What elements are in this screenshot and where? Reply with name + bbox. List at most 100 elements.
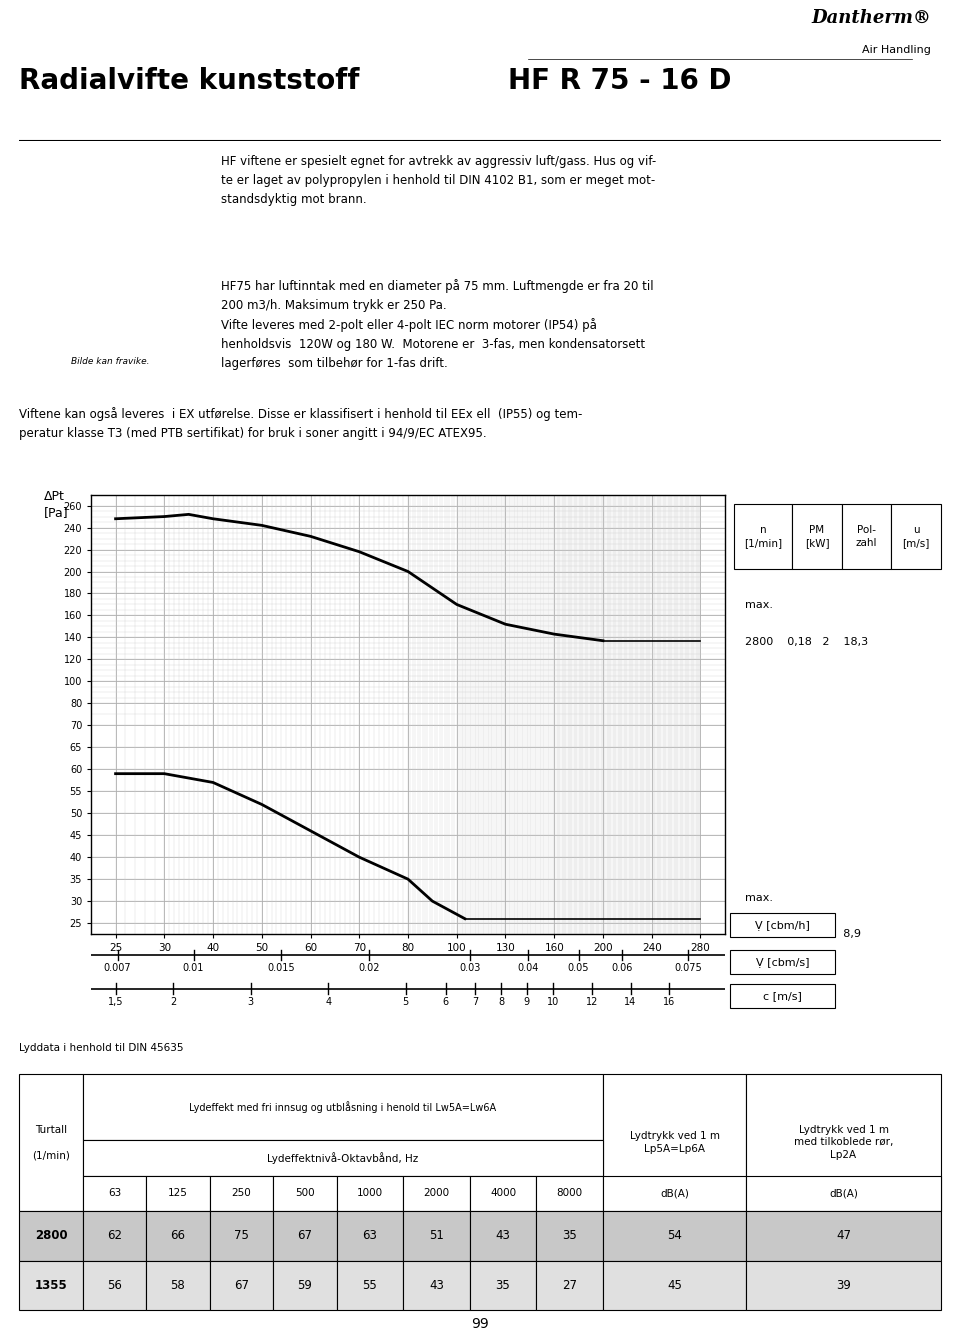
Text: 1000: 1000 — [357, 1188, 383, 1199]
Bar — [19, 1211, 83, 1261]
Text: Air Handling: Air Handling — [862, 46, 931, 55]
Text: 8000: 8000 — [557, 1188, 583, 1199]
Text: 3: 3 — [248, 997, 253, 1007]
Text: 56: 56 — [107, 1279, 122, 1292]
Bar — [19, 1261, 83, 1310]
Text: max.: max. — [745, 601, 773, 610]
Text: Lydtrykk ved 1 m
Lp5A=Lp6A: Lydtrykk ved 1 m Lp5A=Lp6A — [630, 1132, 720, 1154]
Bar — [842, 504, 891, 569]
Bar — [537, 1176, 603, 1211]
Text: Ṿ [cbm/h]: Ṿ [cbm/h] — [755, 919, 810, 930]
Text: 45: 45 — [667, 1279, 682, 1292]
Text: Bilde kan fravike.: Bilde kan fravike. — [71, 358, 150, 366]
Text: u
[m/s]: u [m/s] — [902, 526, 929, 547]
Text: 47: 47 — [836, 1230, 851, 1242]
Text: 51: 51 — [429, 1230, 444, 1242]
Bar — [891, 504, 941, 569]
Bar — [403, 1211, 469, 1261]
Text: Lyddata i henhold til DIN 45635: Lyddata i henhold til DIN 45635 — [19, 1043, 183, 1054]
Text: 54: 54 — [667, 1230, 682, 1242]
Bar — [83, 1140, 603, 1176]
Text: 14: 14 — [624, 997, 636, 1007]
Text: 63: 63 — [108, 1188, 121, 1199]
Text: 59: 59 — [298, 1279, 312, 1292]
Bar — [403, 1176, 469, 1211]
Bar — [274, 1176, 337, 1211]
Bar — [146, 1261, 209, 1310]
Bar — [146, 1211, 209, 1261]
Bar — [83, 1211, 146, 1261]
Text: 2800    0,18   2    18,3: 2800 0,18 2 18,3 — [745, 637, 869, 646]
Text: 6: 6 — [443, 997, 448, 1007]
Text: dB(A): dB(A) — [660, 1188, 689, 1199]
Text: 0.04: 0.04 — [517, 964, 539, 973]
Text: Lydeffektnivå-Oktavbånd, Hz: Lydeffektnivå-Oktavbånd, Hz — [267, 1152, 419, 1164]
Text: HF R 75 - 16 D: HF R 75 - 16 D — [508, 67, 732, 95]
Text: 99: 99 — [471, 1317, 489, 1331]
Bar — [337, 1176, 403, 1211]
Text: 4: 4 — [325, 997, 331, 1007]
Bar — [337, 1261, 403, 1310]
Bar — [83, 1176, 146, 1211]
Bar — [337, 1211, 403, 1261]
Bar — [209, 1176, 274, 1211]
Text: HF viftene er spesielt egnet for avtrekk av aggressiv luft/gass. Hus og vif-
te : HF viftene er spesielt egnet for avtrekk… — [221, 155, 656, 206]
Text: 2: 2 — [170, 997, 177, 1007]
Text: 125: 125 — [168, 1188, 188, 1199]
Text: 67: 67 — [234, 1279, 249, 1292]
Text: 35: 35 — [563, 1230, 577, 1242]
Text: PM
[kW]: PM [kW] — [804, 526, 829, 547]
Bar — [603, 1211, 746, 1261]
Text: 2800: 2800 — [35, 1230, 67, 1242]
Text: 12: 12 — [586, 997, 598, 1007]
Text: 1355: 1355 — [35, 1279, 67, 1292]
Text: 9: 9 — [524, 997, 530, 1007]
Text: 0.075: 0.075 — [674, 964, 702, 973]
Text: 0.05: 0.05 — [567, 964, 589, 973]
Bar — [209, 1261, 274, 1310]
Text: max.: max. — [745, 892, 773, 903]
Bar — [274, 1211, 337, 1261]
Text: 0.02: 0.02 — [358, 964, 380, 973]
Text: 8: 8 — [498, 997, 504, 1007]
Text: 0.015: 0.015 — [268, 964, 295, 973]
Text: 63: 63 — [363, 1230, 377, 1242]
Bar — [734, 504, 792, 569]
Bar — [746, 1211, 941, 1261]
Text: 2000: 2000 — [423, 1188, 449, 1199]
Text: 0.01: 0.01 — [182, 964, 204, 973]
Text: Ṿ [cbm/s]: Ṿ [cbm/s] — [756, 957, 809, 968]
Bar — [403, 1261, 469, 1310]
Bar — [603, 1261, 746, 1310]
Text: c [m/s]: c [m/s] — [763, 991, 802, 1001]
Text: Lydtrykk ved 1 m
med tilkoblede rør,
Lp2A: Lydtrykk ved 1 m med tilkoblede rør, Lp2… — [794, 1125, 893, 1160]
Text: 0.06: 0.06 — [612, 964, 634, 973]
Text: Dantherm®: Dantherm® — [811, 9, 931, 27]
Text: 7: 7 — [472, 997, 478, 1007]
Text: Radialvifte kunststoff: Radialvifte kunststoff — [19, 67, 360, 95]
Bar — [83, 1261, 146, 1310]
Text: 5: 5 — [402, 997, 409, 1007]
Text: 250: 250 — [231, 1188, 252, 1199]
Bar — [746, 1176, 941, 1211]
Text: 10: 10 — [546, 997, 559, 1007]
Bar — [469, 1211, 537, 1261]
Bar — [83, 1074, 603, 1140]
Text: 500: 500 — [295, 1188, 315, 1199]
Text: 43: 43 — [429, 1279, 444, 1292]
Text: 1,5: 1,5 — [108, 997, 123, 1007]
Text: Lydeffekt med fri innsug og utblåsning i henold til Lw5A=Lw6A: Lydeffekt med fri innsug og utblåsning i… — [189, 1101, 496, 1113]
Text: 55: 55 — [363, 1279, 377, 1292]
Text: n
[1/min]: n [1/min] — [744, 526, 782, 547]
Text: 58: 58 — [171, 1279, 185, 1292]
Text: 4000: 4000 — [490, 1188, 516, 1199]
Text: 0.03: 0.03 — [459, 964, 480, 973]
Bar — [537, 1261, 603, 1310]
Text: 66: 66 — [171, 1230, 185, 1242]
Bar — [746, 1074, 941, 1211]
Text: 0.007: 0.007 — [104, 964, 132, 973]
Text: 1355    0,12   4    8,9: 1355 0,12 4 8,9 — [745, 930, 861, 939]
Text: 62: 62 — [107, 1230, 122, 1242]
Text: 67: 67 — [298, 1230, 312, 1242]
Bar — [274, 1261, 337, 1310]
